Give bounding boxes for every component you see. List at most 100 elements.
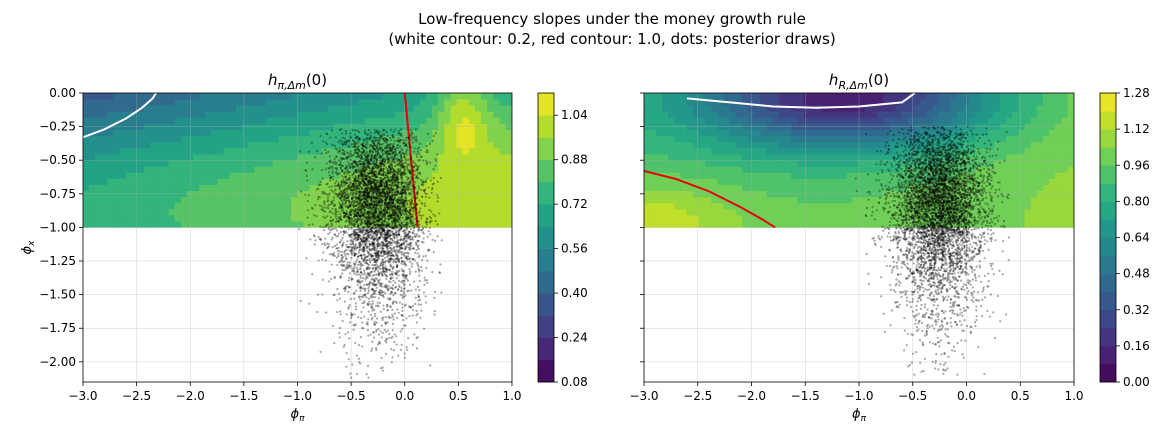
heatmap-cell (444, 197, 451, 204)
heatmap-cell (119, 154, 126, 161)
heatmap-cell (224, 203, 231, 210)
heatmap-cell (199, 93, 206, 100)
posterior-dot (415, 153, 417, 155)
heatmap-cell (150, 148, 157, 155)
posterior-dot (420, 304, 422, 306)
heatmap-cell (248, 172, 255, 179)
heatmap-cell (493, 142, 500, 149)
heatmap-cell (438, 117, 445, 124)
heatmap-cell (89, 135, 96, 142)
posterior-dot (329, 155, 331, 157)
posterior-dot (311, 168, 313, 170)
heatmap-cell (95, 184, 102, 191)
heatmap-cell (303, 154, 310, 161)
heatmap-cell (113, 129, 120, 136)
heatmap-cell (260, 129, 267, 136)
heatmap-cell (193, 209, 200, 216)
posterior-dot (421, 241, 423, 243)
heatmap-cell (316, 142, 323, 149)
posterior-dot (396, 144, 398, 146)
heatmap-cell (438, 221, 445, 228)
heatmap-cell (297, 184, 304, 191)
heatmap-cell (193, 99, 200, 106)
heatmap-cell (444, 160, 451, 167)
heatmap-cell (481, 105, 488, 112)
heatmap-cell (205, 209, 212, 216)
heatmap-cell (444, 99, 451, 106)
heatmap-cell (95, 99, 102, 106)
heatmap-cell (119, 184, 126, 191)
posterior-dot (345, 267, 347, 269)
heatmap-cell (463, 129, 470, 136)
heatmap-cell (113, 221, 120, 228)
heatmap-cell (285, 148, 292, 155)
heatmap-cell (107, 135, 114, 142)
heatmap-cell (463, 148, 470, 155)
heatmap-cell (236, 93, 243, 100)
heatmap-cell (352, 105, 359, 112)
heatmap-cell (126, 135, 133, 142)
posterior-dot (381, 241, 383, 243)
posterior-dot (420, 217, 422, 219)
heatmap-cell (450, 117, 457, 124)
heatmap-cell (95, 117, 102, 124)
heatmap-cell (358, 105, 365, 112)
heatmap-cell (499, 203, 506, 210)
heatmap-cell (83, 93, 90, 100)
heatmap-cell (101, 209, 108, 216)
heatmap-cell (199, 117, 206, 124)
posterior-dot (347, 291, 349, 293)
heatmap-cell (340, 111, 347, 118)
posterior-dot (409, 271, 411, 273)
posterior-dot (400, 156, 402, 158)
heatmap-cell (83, 172, 90, 179)
heatmap-cell (150, 117, 157, 124)
heatmap-cell (119, 209, 126, 216)
posterior-dot (313, 234, 315, 236)
heatmap-cell (463, 105, 470, 112)
heatmap-cell (450, 166, 457, 173)
heatmap-cell (377, 105, 384, 112)
heatmap-cell (334, 135, 341, 142)
heatmap-cell (444, 142, 451, 149)
posterior-dot (371, 310, 373, 312)
heatmap-cell (365, 93, 372, 100)
posterior-dot (415, 297, 417, 299)
posterior-dot (401, 162, 403, 164)
posterior-dot (396, 308, 398, 310)
heatmap-cell (463, 197, 470, 204)
heatmap-cell (506, 129, 513, 136)
posterior-dot (433, 177, 435, 179)
heatmap-cell (169, 105, 176, 112)
heatmap-cell (211, 148, 218, 155)
heatmap-cell (285, 111, 292, 118)
heatmap-cell (395, 117, 402, 124)
heatmap-cell (438, 99, 445, 106)
heatmap-cell (181, 105, 188, 112)
heatmap-cell (450, 99, 457, 106)
posterior-dot (383, 308, 385, 310)
posterior-dot (394, 286, 396, 288)
heatmap-cell (113, 197, 120, 204)
posterior-dot (371, 347, 373, 349)
posterior-dot (366, 250, 368, 252)
heatmap-cell (371, 117, 378, 124)
heatmap-cell (469, 154, 476, 161)
heatmap-cell (481, 215, 488, 222)
posterior-dot (336, 311, 338, 313)
posterior-dot (368, 146, 370, 148)
heatmap-cell (463, 178, 470, 185)
posterior-dot (389, 269, 391, 271)
posterior-dot (340, 183, 342, 185)
heatmap-cell (89, 221, 96, 228)
heatmap-cell (218, 135, 225, 142)
heatmap-cell (450, 203, 457, 210)
heatmap-cell (279, 160, 286, 167)
heatmap-cell (144, 93, 151, 100)
heatmap-cell (291, 148, 298, 155)
heatmap-cell (132, 160, 139, 167)
posterior-dot (348, 228, 350, 230)
heatmap-cell (260, 184, 267, 191)
heatmap-cell (444, 111, 451, 118)
posterior-dot (361, 327, 363, 329)
